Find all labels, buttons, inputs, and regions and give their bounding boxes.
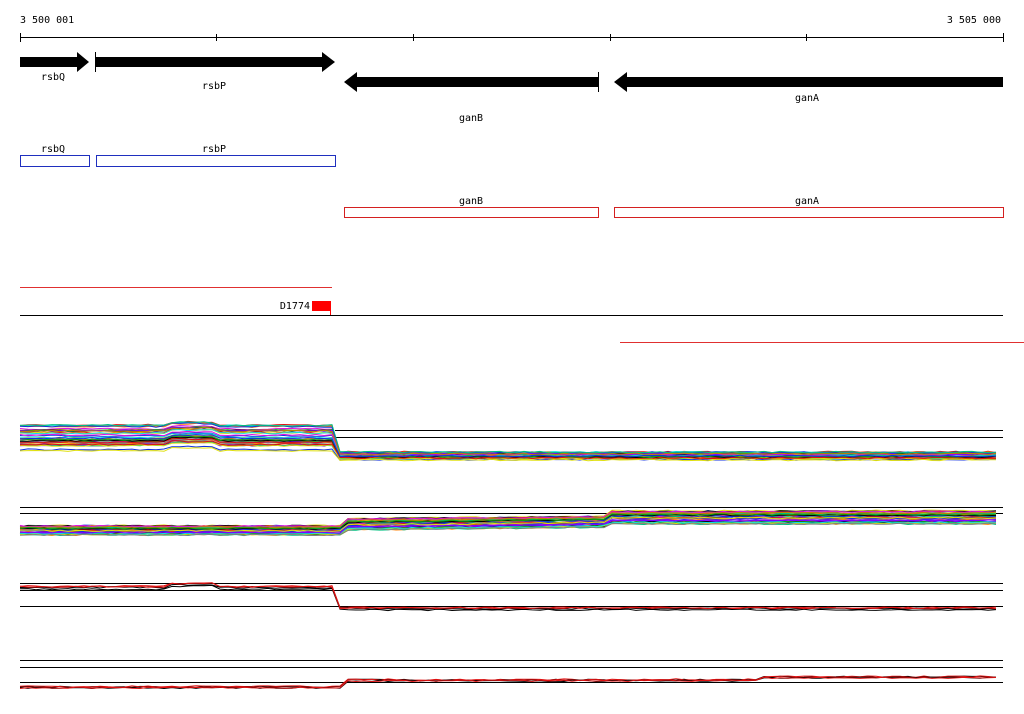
profile-line (19, 521, 997, 536)
gene-label: rsbP (202, 81, 226, 92)
profile-line (19, 440, 996, 460)
profile-line (19, 434, 997, 458)
profile-line (19, 427, 997, 456)
profile-line (19, 521, 997, 536)
gene-arrows (20, 52, 1003, 92)
profile-line (20, 421, 997, 454)
profile-line (19, 584, 997, 612)
profile-line (19, 522, 997, 537)
profile-line (19, 676, 997, 690)
cds-box[interactable] (614, 207, 1004, 218)
ruler-start: 3 500 001 (20, 15, 74, 26)
ruler (20, 33, 1004, 42)
gene-arrow[interactable] (20, 52, 89, 72)
profile-line (19, 676, 997, 690)
gene-label: ganB (459, 113, 483, 124)
ruler-end: 3 505 000 (947, 15, 1001, 26)
cds-label: ganB (459, 196, 483, 207)
cds-label: ganA (795, 196, 819, 207)
feature-box[interactable] (312, 301, 331, 311)
cds-box[interactable] (344, 207, 599, 218)
profile-line (19, 513, 997, 530)
gene-arrow[interactable] (344, 72, 598, 92)
cds-label: rsbQ (41, 144, 65, 155)
gene-label: rsbQ (41, 72, 65, 83)
profile-line (19, 582, 997, 610)
cds-box[interactable] (96, 155, 336, 167)
profile-line (19, 516, 997, 532)
gene-arrow[interactable] (614, 72, 1003, 92)
gene-arrow[interactable] (96, 52, 335, 72)
cds-box[interactable] (20, 155, 90, 167)
cds-label: rsbP (202, 144, 226, 155)
profile-line (19, 446, 997, 462)
profile-line (19, 518, 997, 534)
expression-profiles (19, 420, 997, 690)
feature-label: D1774 (280, 301, 310, 312)
gene-label: ganA (795, 93, 819, 104)
